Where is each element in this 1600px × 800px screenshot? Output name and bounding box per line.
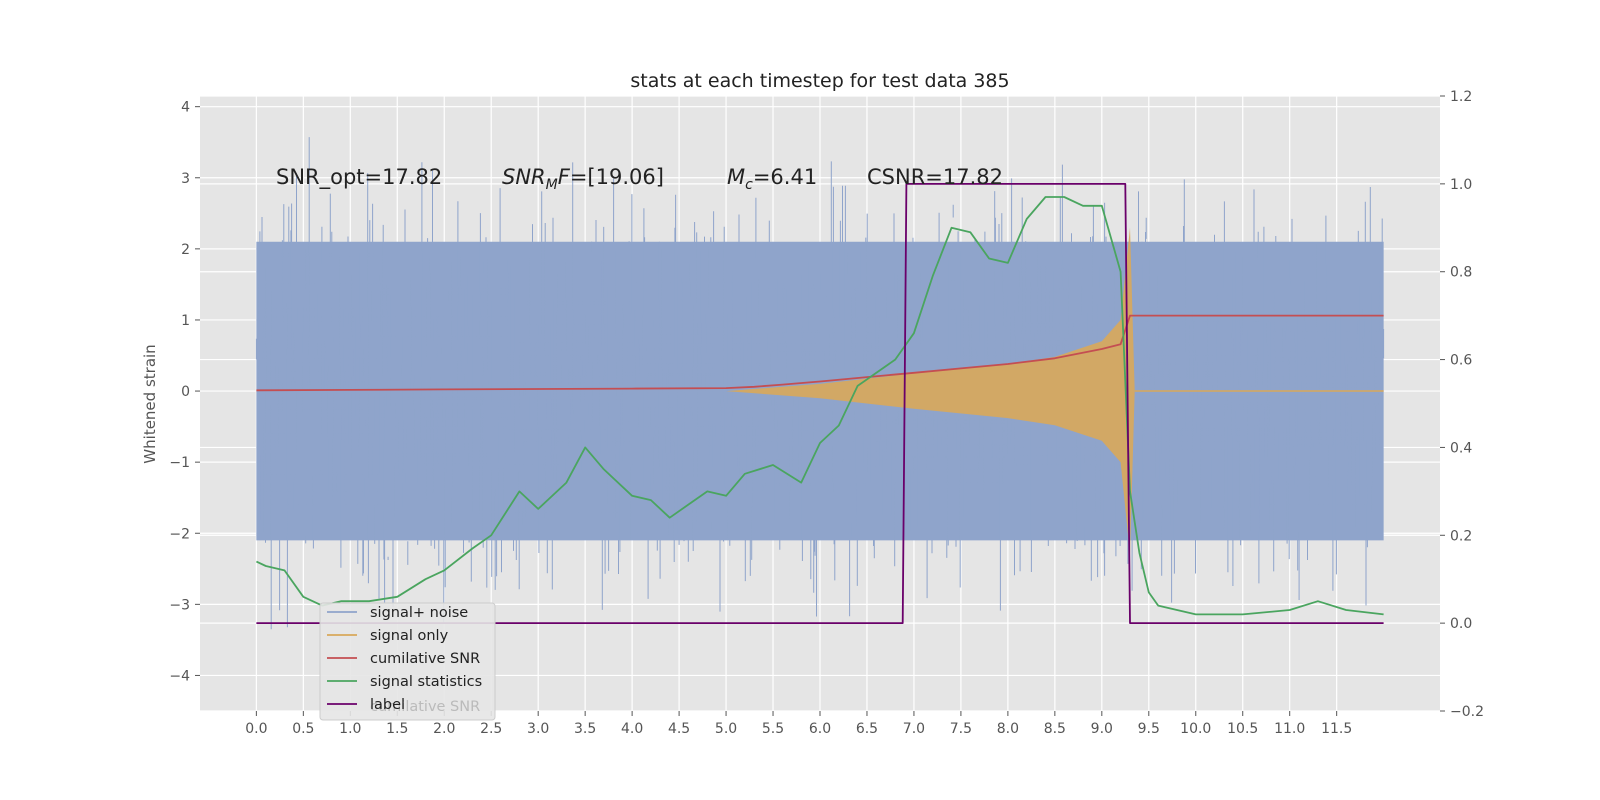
x-tick-label: 5.5	[762, 721, 784, 737]
annotation-snr-mf-value: =[19.06]	[570, 165, 664, 189]
y2-tick-label: 0.2	[1450, 528, 1472, 544]
legend-label: signal statistics	[370, 674, 482, 690]
annotation-mc-value: =6.41	[753, 165, 817, 189]
x-tick-label: 0.0	[245, 721, 267, 737]
y-tick-label: 2	[181, 242, 190, 258]
y-tick-label: 1	[181, 313, 190, 329]
x-tick-label: 10.0	[1180, 721, 1211, 737]
legend-ghost-label: cumilative SNR	[370, 699, 480, 715]
y-tick-label: −4	[169, 668, 190, 684]
y2-tick-label: 0.8	[1450, 265, 1472, 281]
x-tick-label: 7.0	[903, 721, 925, 737]
series-line-cumilative-snr	[256, 314, 1384, 392]
y2-tick-label: 1.2	[1450, 89, 1472, 105]
x-tick-label: 0.5	[292, 721, 314, 737]
x-tick-label: 7.5	[950, 721, 972, 737]
annotation-snr-mf: SNRMF=[19.06]	[502, 165, 664, 193]
legend-label: label	[370, 697, 405, 713]
y-tick-label: −2	[169, 526, 190, 542]
x-tick-label: 2.5	[480, 721, 502, 737]
y2-tick-label: 0.4	[1450, 440, 1472, 456]
y-axis-title: Whitened strain	[141, 344, 159, 463]
y-tick-label: 4	[181, 100, 190, 116]
series-line-label	[256, 182, 1384, 624]
x-tick-label: 9.0	[1091, 721, 1113, 737]
x-tick-label: 1.0	[339, 721, 361, 737]
annotation-csnr: CSNR=17.82	[867, 165, 1003, 189]
x-tick-label: 4.5	[668, 721, 690, 737]
annotation-snr-opt: SNR_opt=17.82	[276, 165, 442, 190]
legend-label: signal+ noise	[370, 605, 468, 621]
y-tick-label: −3	[169, 597, 190, 613]
x-tick-label: 4.0	[621, 721, 643, 737]
x-tick-label: 8.0	[997, 721, 1019, 737]
x-tick-label: 8.5	[1044, 721, 1066, 737]
y-tick-label: −1	[169, 455, 190, 471]
x-tick-label: 10.5	[1227, 721, 1258, 737]
legend-items: signal+ noise signal only cumilative SNR si…	[327, 605, 482, 713]
svg-text:SNRMF=[19.06]: SNRMF=[19.06]	[502, 165, 664, 193]
annotation-mc: Mc=6.41	[727, 165, 817, 193]
legend: cumilative SNR signal+ noise signal only c…	[319, 602, 496, 721]
series-lines	[256, 182, 1384, 624]
y2-tick-label: 0.0	[1450, 616, 1472, 632]
legend-box	[319, 602, 496, 721]
legend-label: cumilative SNR	[370, 651, 480, 667]
series-line-signal-statistics	[256, 196, 1384, 616]
series-signal-only	[726, 227, 1384, 555]
x-tick-label: 3.5	[574, 721, 596, 737]
y2-tick-label: −0.2	[1450, 704, 1484, 720]
x-tick-label: 11.0	[1274, 721, 1305, 737]
y-tick-label: 3	[181, 171, 190, 187]
x-tick-label: 5.0	[715, 721, 737, 737]
x-tick-label: 1.5	[386, 721, 408, 737]
svg-text:Mc=6.41: Mc=6.41	[727, 165, 817, 193]
x-tick-label: 9.5	[1138, 721, 1160, 737]
y-tick-label: 0	[181, 384, 190, 400]
y2-tick-label: 0.6	[1450, 353, 1472, 369]
y2-tick-label: 1.0	[1450, 177, 1472, 193]
x-tick-label: 6.0	[809, 721, 831, 737]
chart-title: stats at each timestep for test data 385	[630, 70, 1009, 92]
signal-envelope	[726, 227, 1384, 555]
x-tick-label: 2.0	[433, 721, 455, 737]
x-tick-label: 3.0	[527, 721, 549, 737]
x-tick-label: 6.5	[856, 721, 878, 737]
axis-ticks: 0.0 0.5 1.0 1.5 2.0 2.5 3.0 3.5 4.0 4.5 5.0 5.5 6.0 6…	[169, 89, 1484, 737]
x-tick-label: 11.5	[1321, 721, 1352, 737]
legend-label: signal only	[370, 628, 449, 644]
